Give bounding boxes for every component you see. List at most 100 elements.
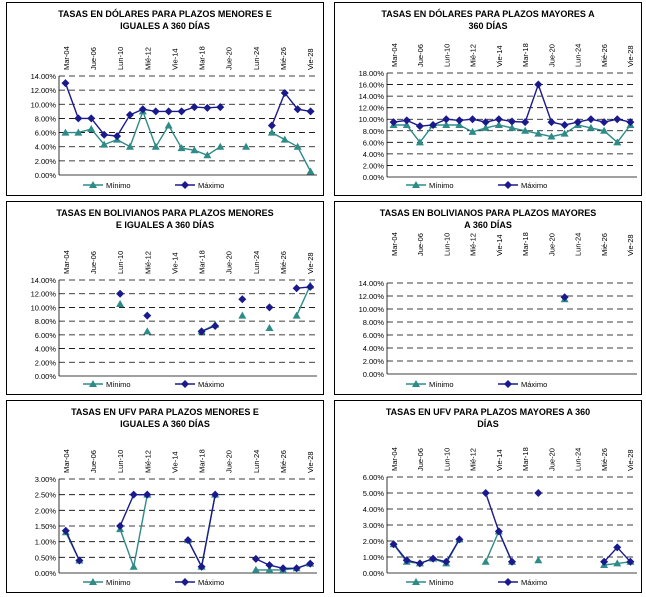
maximo-point xyxy=(293,105,302,114)
x-tick-label: Mar-04 xyxy=(390,43,399,67)
maximo-point xyxy=(508,557,516,566)
maximo-point xyxy=(560,293,569,302)
minimo-point xyxy=(151,142,160,150)
y-tick-label: 6.00% xyxy=(35,331,57,340)
x-tick-label: Lun-24 xyxy=(574,448,583,471)
y-tick-label: 8.00% xyxy=(363,127,385,136)
maximo-point xyxy=(402,116,411,125)
x-tick-label: Jue-20 xyxy=(547,448,556,471)
x-tick-label: Lun-10 xyxy=(442,448,451,471)
y-tick-label: 2.00% xyxy=(35,358,57,367)
x-tick-label: Mar-18 xyxy=(198,46,207,70)
legend-maximo-label: Máximo xyxy=(198,578,224,587)
minimo-point xyxy=(267,128,276,136)
y-tick-label: 4.00% xyxy=(363,344,385,353)
y-tick-label: 6.00% xyxy=(363,331,385,340)
x-tick-label: Jue-20 xyxy=(225,47,234,70)
minimo-point xyxy=(242,142,251,150)
chart-panel-bob-short: TASAS EN BOLIVIANOS PARA PLAZOS MENORES E… xyxy=(6,201,324,395)
minimo-point xyxy=(125,142,134,150)
x-tick-label: Mar-18 xyxy=(198,449,207,473)
maximo-point xyxy=(481,489,490,497)
maximo-line xyxy=(65,530,81,561)
minimo-point xyxy=(100,140,109,148)
minimo-point xyxy=(415,138,424,146)
legend-minimo-label: Mínimo xyxy=(106,578,131,587)
maximo-point xyxy=(151,107,160,116)
maximo-point xyxy=(129,490,138,499)
chart-title: TASAS EN DÓLARES PARA PLAZOS MAYORES A xyxy=(381,8,595,19)
chart-usd-long: TASAS EN DÓLARES PARA PLAZOS MAYORES A 36… xyxy=(359,8,637,190)
x-tick-label: Jue-06 xyxy=(416,448,425,471)
minimo-point xyxy=(481,123,490,131)
maximo-point xyxy=(560,121,569,129)
y-tick-label: 8.00% xyxy=(35,317,57,326)
x-tick-label: Mar-04 xyxy=(62,46,71,70)
minimo-point xyxy=(129,562,138,570)
maximo-point xyxy=(600,118,609,127)
chart-panel-usd-long: TASAS EN DÓLARES PARA PLAZOS MAYORES A 36… xyxy=(334,2,642,196)
y-tick-label: 18.00% xyxy=(359,69,385,78)
legend-maximo-marker xyxy=(504,181,512,189)
y-tick-label: 0.00% xyxy=(35,372,57,381)
chart-title: TASAS EN UFV PARA PLAZOS MENORES E xyxy=(71,407,259,417)
minimo-point xyxy=(74,128,83,136)
x-tick-label: Vie-14 xyxy=(170,48,179,70)
maximo-point xyxy=(521,118,530,127)
maximo-point xyxy=(197,327,206,336)
y-tick-label: 4.00% xyxy=(363,505,385,514)
maximo-point xyxy=(626,557,635,566)
maximo-point xyxy=(429,121,438,129)
x-tick-label: Mié-26 xyxy=(600,233,609,256)
maximo-point xyxy=(125,110,134,119)
chart-title: 360 DÍAS xyxy=(468,21,507,31)
maximo-point xyxy=(306,559,315,568)
x-tick-label: Mié-12 xyxy=(143,251,152,274)
x-tick-label: Mar-18 xyxy=(521,232,530,256)
maximo-point xyxy=(455,535,464,544)
maximo-point xyxy=(238,295,247,304)
minimo-point xyxy=(164,121,173,129)
x-tick-label: Mié-12 xyxy=(143,450,152,473)
minimo-line xyxy=(271,131,312,172)
y-tick-label: 6.00% xyxy=(363,473,385,482)
x-tick-label: Mar-18 xyxy=(198,250,207,274)
maximo-point xyxy=(197,562,206,571)
minimo-point xyxy=(143,327,152,335)
x-tick-label: Lun-10 xyxy=(116,47,125,70)
maximo-point xyxy=(389,118,398,127)
maximo-point xyxy=(534,80,543,89)
maximo-point xyxy=(265,561,274,570)
maximo-point xyxy=(415,122,424,131)
minimo-point xyxy=(534,556,543,564)
y-tick-label: 14.00% xyxy=(359,92,385,101)
maximo-point xyxy=(292,564,301,573)
x-tick-label: Lun-24 xyxy=(574,233,583,256)
y-tick-label: 14.00% xyxy=(359,279,385,288)
maximo-point xyxy=(190,103,199,112)
legend-minimo-marker xyxy=(89,380,97,387)
maximo-point xyxy=(251,554,260,563)
maximo-point xyxy=(113,132,122,141)
x-tick-label: Mié-12 xyxy=(469,44,478,67)
chart-title: TASAS EN UFV PARA PLAZOS MAYORES A 360 xyxy=(386,407,590,417)
maximo-point xyxy=(138,105,147,114)
x-tick-label: Vie-14 xyxy=(495,234,504,256)
minimo-point xyxy=(455,121,464,128)
legend-maximo-marker xyxy=(181,578,189,586)
maximo-point xyxy=(306,107,315,116)
legend-maximo-label: Máximo xyxy=(198,181,224,190)
y-tick-label: 2.00% xyxy=(363,537,385,546)
maximo-point xyxy=(442,557,451,566)
chart-title: A 360 DÍAS xyxy=(464,220,512,230)
x-tick-label: Lun-10 xyxy=(116,450,125,473)
chart-bob-short: TASAS EN BOLIVIANOS PARA PLAZOS MENORES E… xyxy=(31,208,317,389)
x-tick-label: Mié-26 xyxy=(279,450,288,473)
y-tick-label: 2.00% xyxy=(35,157,57,166)
x-tick-label: Jue-06 xyxy=(416,44,425,67)
minimo-point xyxy=(613,138,622,146)
legend-minimo-label: Mínimo xyxy=(429,181,454,190)
minimo-point xyxy=(481,557,490,565)
x-tick-label: Mar-04 xyxy=(62,250,71,274)
y-tick-label: 2.00% xyxy=(363,357,385,366)
